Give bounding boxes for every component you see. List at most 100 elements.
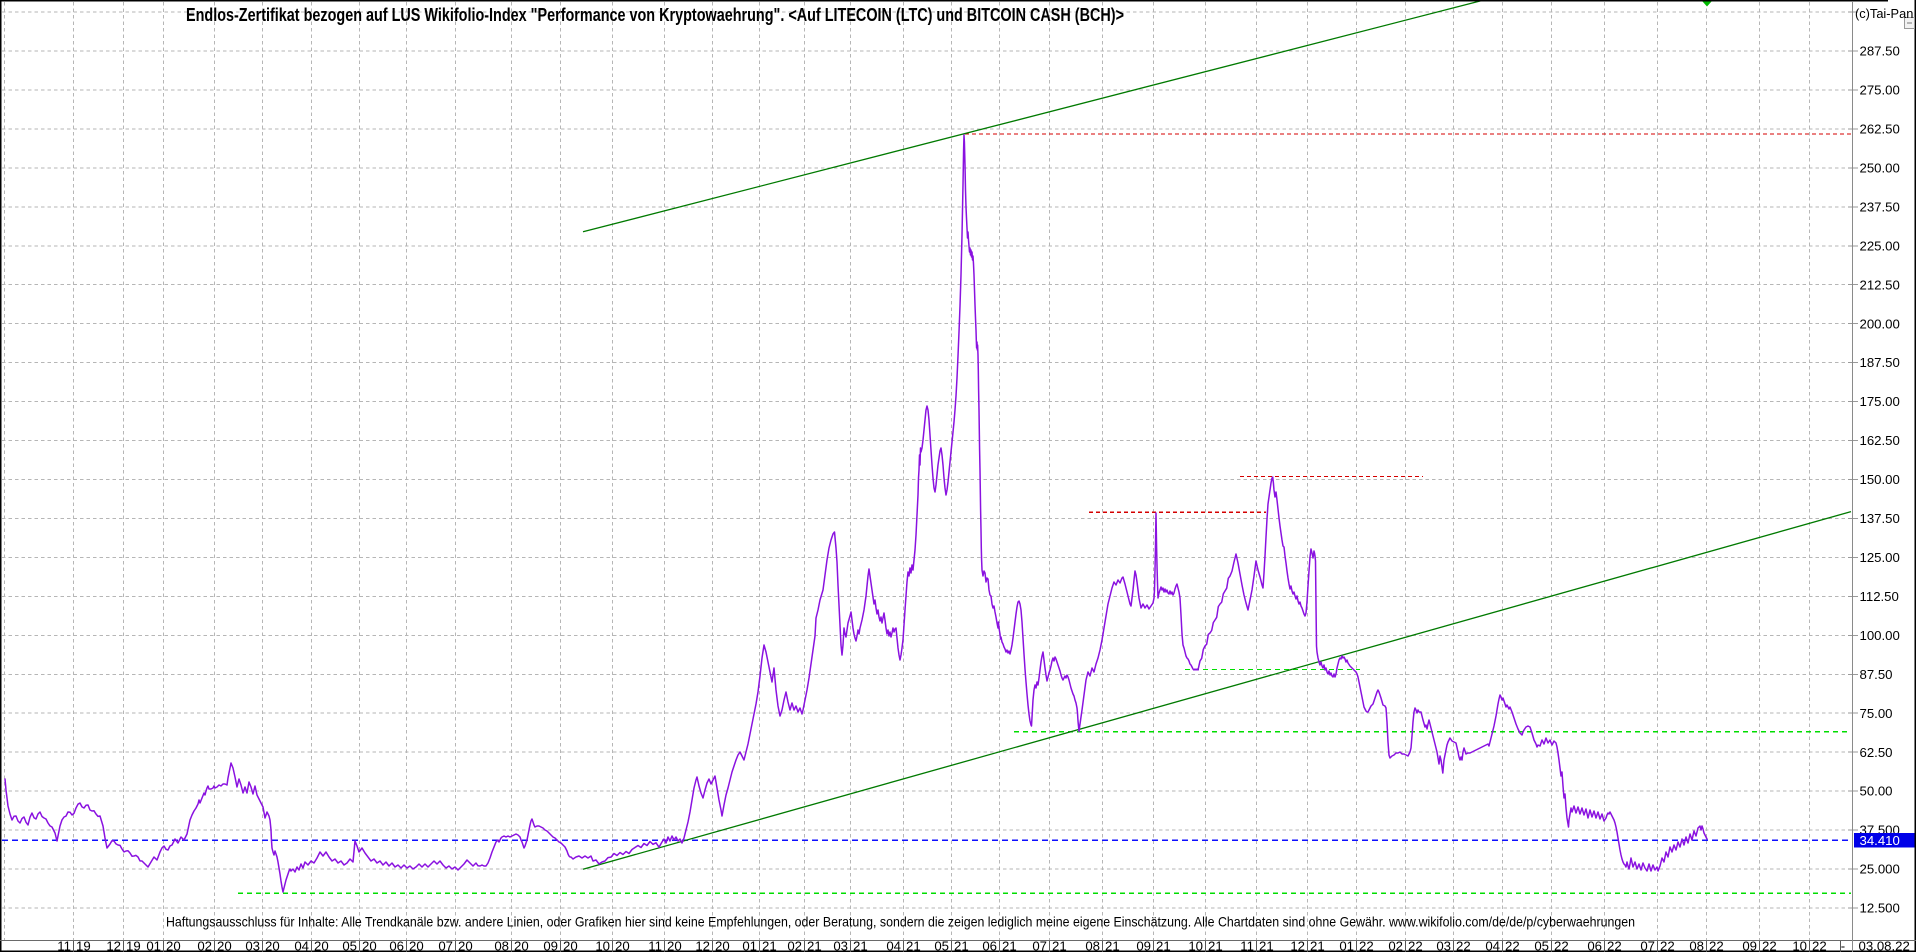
svg-text:21: 21 [853, 939, 868, 952]
svg-text:22: 22 [1660, 939, 1675, 952]
svg-text:12: 12 [695, 939, 710, 952]
svg-text:08: 08 [494, 939, 509, 952]
svg-text:21: 21 [1208, 939, 1223, 952]
svg-text:125.00: 125.00 [1860, 550, 1900, 565]
svg-text:175.00: 175.00 [1860, 394, 1900, 409]
svg-text:150.00: 150.00 [1860, 472, 1900, 487]
svg-text:12: 12 [106, 939, 121, 952]
svg-text:21: 21 [762, 939, 777, 952]
svg-text:19: 19 [126, 939, 141, 952]
svg-text:02: 02 [197, 939, 212, 952]
svg-text:12.500: 12.500 [1860, 901, 1900, 916]
svg-text:21: 21 [1002, 939, 1017, 952]
svg-text:07: 07 [438, 939, 453, 952]
svg-text:21: 21 [1156, 939, 1171, 952]
svg-text:20: 20 [667, 939, 682, 952]
svg-text:10: 10 [595, 939, 610, 952]
svg-text:07: 07 [1640, 939, 1655, 952]
svg-text:21: 21 [1259, 939, 1274, 952]
svg-text:11: 11 [648, 939, 662, 952]
svg-text:19: 19 [76, 939, 91, 952]
svg-text:22: 22 [1505, 939, 1520, 952]
svg-text:09: 09 [1136, 939, 1151, 952]
svg-text:02: 02 [1388, 939, 1403, 952]
svg-text:20: 20 [514, 939, 529, 952]
svg-text:62.50: 62.50 [1860, 745, 1893, 760]
svg-text:01: 01 [1339, 939, 1354, 952]
svg-text:20: 20 [166, 939, 181, 952]
svg-text:06: 06 [389, 939, 404, 952]
svg-text:06: 06 [982, 939, 997, 952]
svg-text:11: 11 [1240, 939, 1254, 952]
svg-text:20: 20 [458, 939, 473, 952]
svg-text:22: 22 [1607, 939, 1622, 952]
svg-text:01: 01 [146, 939, 161, 952]
svg-text:22: 22 [1359, 939, 1374, 952]
svg-text:04: 04 [1485, 939, 1500, 952]
svg-text:137.50: 137.50 [1860, 511, 1900, 526]
svg-text:05: 05 [934, 939, 949, 952]
svg-text:05: 05 [342, 939, 357, 952]
svg-text:09: 09 [543, 939, 558, 952]
svg-text:22: 22 [1456, 939, 1471, 952]
svg-text:22: 22 [1812, 939, 1827, 952]
svg-text:275.00: 275.00 [1860, 83, 1900, 98]
svg-text:112.50: 112.50 [1860, 589, 1899, 604]
svg-text:100.00: 100.00 [1860, 628, 1900, 643]
svg-text:250.00: 250.00 [1860, 161, 1900, 176]
svg-text:262.50: 262.50 [1860, 122, 1900, 137]
svg-text:01: 01 [742, 939, 757, 952]
svg-text:21: 21 [1105, 939, 1120, 952]
svg-text:03.08.22: 03.08.22 [1859, 939, 1910, 952]
svg-text:22: 22 [1762, 939, 1777, 952]
svg-text:05: 05 [1534, 939, 1549, 952]
svg-text:21: 21 [954, 939, 969, 952]
svg-text:10: 10 [1188, 939, 1203, 952]
svg-text:34.410: 34.410 [1860, 833, 1900, 848]
svg-text:21: 21 [1310, 939, 1325, 952]
svg-text:22: 22 [1408, 939, 1423, 952]
svg-text:50.00: 50.00 [1860, 784, 1893, 799]
svg-text:21: 21 [1052, 939, 1067, 952]
svg-text:12: 12 [1290, 939, 1305, 952]
svg-text:Endlos-Zertifikat bezogen auf: Endlos-Zertifikat bezogen auf LUS Wikifo… [186, 4, 1124, 25]
svg-text:03: 03 [833, 939, 848, 952]
svg-text:162.50: 162.50 [1860, 433, 1900, 448]
svg-text:09: 09 [1742, 939, 1757, 952]
svg-text:03: 03 [1436, 939, 1451, 952]
svg-text:04: 04 [294, 939, 309, 952]
svg-text:287.50: 287.50 [1860, 44, 1900, 59]
svg-text:02: 02 [787, 939, 802, 952]
svg-text:21: 21 [906, 939, 921, 952]
svg-text:20: 20 [217, 939, 232, 952]
svg-text:04: 04 [886, 939, 901, 952]
svg-text:(c)Tai-Pan: (c)Tai-Pan [1855, 6, 1913, 21]
svg-text:20: 20 [563, 939, 578, 952]
svg-text:212.50: 212.50 [1860, 277, 1900, 292]
svg-text:20: 20 [409, 939, 424, 952]
svg-text:20: 20 [615, 939, 630, 952]
svg-text:11: 11 [57, 939, 71, 952]
svg-text:75.00: 75.00 [1860, 706, 1893, 721]
svg-text:07: 07 [1032, 939, 1047, 952]
svg-text:Haftungsausschluss für Inhalte: Haftungsausschluss für Inhalte: Alle Tre… [166, 915, 1635, 930]
svg-text:08: 08 [1689, 939, 1704, 952]
svg-text:08: 08 [1085, 939, 1100, 952]
svg-text:200.00: 200.00 [1860, 316, 1900, 331]
svg-text:20: 20 [715, 939, 730, 952]
svg-text:25.000: 25.000 [1860, 862, 1900, 877]
svg-text:06: 06 [1587, 939, 1602, 952]
svg-text:225.00: 225.00 [1860, 238, 1900, 253]
svg-text:20: 20 [265, 939, 280, 952]
svg-text:22: 22 [1709, 939, 1724, 952]
svg-text:20: 20 [362, 939, 377, 952]
svg-text:20: 20 [314, 939, 329, 952]
svg-text:-: - [1841, 939, 1845, 952]
svg-text:87.50: 87.50 [1860, 667, 1893, 682]
svg-text:10: 10 [1792, 939, 1807, 952]
svg-text:187.50: 187.50 [1860, 355, 1900, 370]
svg-text:237.50: 237.50 [1860, 199, 1900, 214]
svg-text:03: 03 [245, 939, 260, 952]
svg-text:22: 22 [1554, 939, 1569, 952]
svg-text:21: 21 [807, 939, 822, 952]
